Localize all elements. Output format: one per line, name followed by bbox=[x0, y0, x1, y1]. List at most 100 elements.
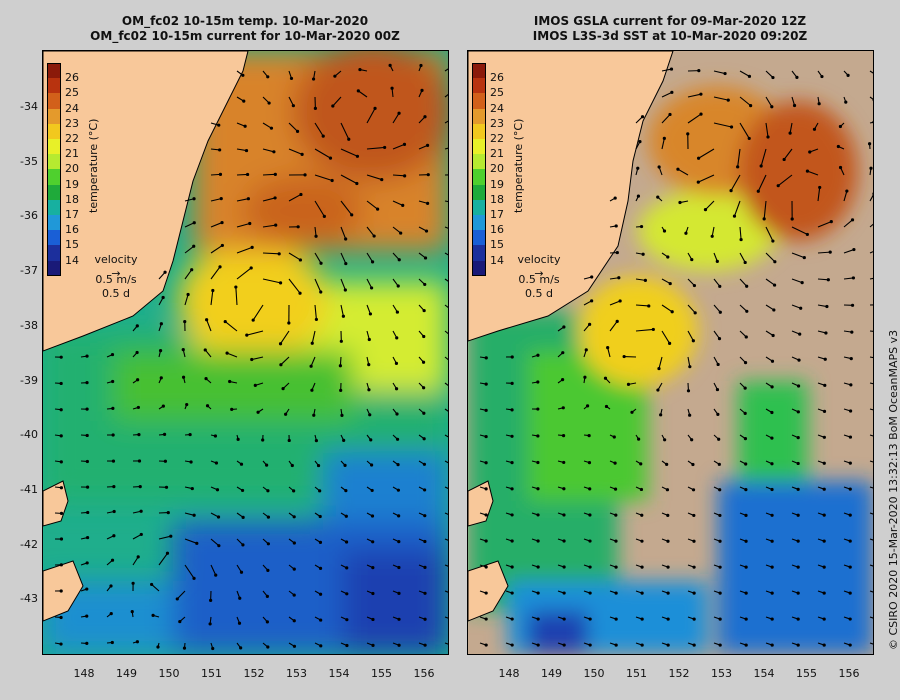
current-arrow bbox=[687, 330, 694, 342]
current-arrow-head bbox=[371, 643, 375, 647]
current-arrow-head bbox=[181, 348, 185, 352]
current-arrow bbox=[733, 200, 741, 217]
current-arrow bbox=[739, 278, 748, 287]
current-arrow bbox=[444, 330, 448, 335]
current-arrow-head bbox=[510, 408, 514, 412]
longitude-label: 152 bbox=[243, 667, 265, 680]
current-arrow bbox=[224, 321, 238, 332]
current-arrow bbox=[226, 352, 238, 358]
current-arrow-head bbox=[718, 539, 722, 543]
current-arrow bbox=[444, 512, 448, 515]
current-arrow bbox=[444, 278, 448, 282]
current-arrow bbox=[869, 121, 873, 124]
current-arrow-head bbox=[59, 434, 63, 438]
current-arrow bbox=[661, 304, 673, 313]
current-arrow-head bbox=[614, 643, 618, 647]
current-arrow-head bbox=[111, 433, 115, 437]
current-arrow bbox=[869, 277, 873, 280]
current-arrow bbox=[206, 319, 212, 332]
current-arrow-head bbox=[850, 218, 855, 222]
current-arrow bbox=[791, 226, 808, 235]
current-arrow-head bbox=[690, 438, 694, 442]
current-arrow-head bbox=[319, 261, 323, 265]
current-arrow-head bbox=[872, 98, 873, 102]
current-arrow-head bbox=[744, 335, 748, 339]
current-arrow-head bbox=[394, 387, 399, 391]
current-arrow-head bbox=[636, 194, 641, 198]
current-arrow-head bbox=[718, 643, 722, 647]
latitude-label: -42 bbox=[20, 537, 38, 551]
current-arrow-head bbox=[510, 643, 514, 647]
current-arrow-head bbox=[848, 539, 852, 543]
current-arrow-head bbox=[838, 124, 843, 129]
current-arrow bbox=[757, 174, 767, 192]
current-arrow-head bbox=[640, 513, 644, 517]
current-arrow-head bbox=[869, 166, 873, 170]
current-arrow-head bbox=[848, 487, 852, 491]
longitude-label: 152 bbox=[668, 667, 690, 680]
current-arrow-head bbox=[562, 565, 566, 569]
current-arrow-head bbox=[717, 437, 721, 441]
current-arrow-head bbox=[395, 310, 399, 314]
current-arrow bbox=[314, 148, 331, 159]
current-arrow-head bbox=[536, 591, 540, 595]
colorbar-tick-label: 19 bbox=[65, 177, 79, 191]
longitude-label: 153 bbox=[286, 667, 307, 680]
current-arrow-head bbox=[614, 224, 618, 228]
current-arrow-head bbox=[192, 576, 196, 580]
current-arrow bbox=[444, 147, 448, 150]
current-arrow-head bbox=[136, 378, 140, 382]
current-arrow-head bbox=[665, 488, 670, 492]
current-arrow-head bbox=[219, 197, 223, 201]
current-arrow bbox=[444, 486, 448, 490]
current-arrow-head bbox=[287, 438, 291, 443]
current-arrow-head bbox=[237, 621, 242, 625]
current-arrow-head bbox=[356, 89, 360, 93]
current-arrow-head bbox=[771, 75, 775, 80]
current-arrow-head bbox=[613, 487, 618, 491]
current-arrow-head bbox=[800, 281, 804, 285]
current-arrow-head bbox=[666, 513, 670, 517]
current-arrow bbox=[698, 174, 715, 183]
current-arrow-head bbox=[298, 258, 302, 262]
current-arrow bbox=[366, 174, 382, 181]
current-arrow-head bbox=[422, 411, 426, 415]
current-arrow-head bbox=[484, 643, 488, 647]
current-arrow-head bbox=[782, 157, 786, 162]
longitude-label: 153 bbox=[711, 667, 732, 680]
current-arrow-head bbox=[770, 462, 774, 466]
colorbar-swatch bbox=[472, 108, 486, 124]
current-arrow-head bbox=[310, 388, 314, 392]
latitude-label: -43 bbox=[20, 592, 38, 606]
current-arrow-head bbox=[666, 643, 670, 647]
current-arrow-head bbox=[693, 311, 697, 315]
current-arrow-head bbox=[771, 239, 775, 243]
current-arrow-head bbox=[668, 112, 672, 117]
current-arrow bbox=[739, 252, 746, 263]
current-arrow-head bbox=[338, 364, 342, 368]
current-arrow-head bbox=[350, 213, 354, 217]
current-arrow-head bbox=[251, 318, 255, 322]
current-arrow-head bbox=[331, 104, 335, 108]
current-arrow-head bbox=[161, 404, 165, 408]
current-arrow-head bbox=[618, 299, 622, 303]
current-arrow-head bbox=[536, 617, 540, 621]
current-arrow bbox=[444, 68, 448, 72]
left-title-line1: OM_fc02 10-15m temp. 10-Mar-2020 bbox=[121, 14, 369, 28]
current-arrow-head bbox=[838, 165, 843, 170]
colorbar-tick-label: 17 bbox=[490, 208, 504, 221]
current-arrow-head bbox=[851, 276, 855, 280]
current-arrow-head bbox=[423, 282, 427, 287]
current-arrow-head bbox=[214, 461, 219, 465]
current-arrow-head bbox=[822, 591, 826, 595]
current-arrow bbox=[392, 226, 402, 234]
current-arrow-head bbox=[369, 463, 374, 467]
current-arrow-head bbox=[770, 487, 774, 492]
current-arrow-head bbox=[796, 487, 800, 491]
current-arrow-head bbox=[344, 237, 348, 241]
current-arrow-head bbox=[744, 539, 748, 543]
current-arrow bbox=[661, 68, 672, 72]
current-arrow-head bbox=[612, 435, 616, 439]
colorbar-swatch bbox=[47, 199, 61, 215]
current-arrow-head bbox=[590, 275, 594, 279]
